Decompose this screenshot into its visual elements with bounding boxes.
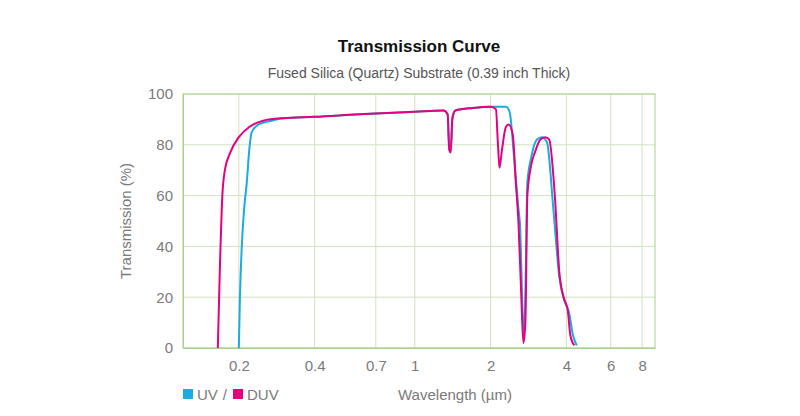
y-tick-label: 40 [156,238,173,255]
chart-svg: Transmission Curve Fused Silica (Quartz) … [0,0,800,416]
y-tick: 20 [156,289,183,306]
chart-title: Transmission Curve [338,37,501,56]
y-tick: 0 [165,339,183,356]
x-axis-line [184,348,656,349]
x-tick-label: 4 [563,357,571,374]
x-tick-label: 1 [411,357,419,374]
series-line [218,107,574,348]
legend: UV / DUV [183,386,279,403]
y-tick: 80 [156,136,183,153]
x-grid-line [375,94,376,348]
y-axis: 0 20 40 60 80 100 [148,85,184,356]
y-axis-line [183,95,184,349]
x-tick: 2 [487,348,495,374]
y-grid-line [183,195,655,196]
y-tick-label: 20 [156,289,173,306]
y-grid-line [183,144,655,145]
x-tick: 6 [607,348,615,374]
x-axis-title: Wavelength (µm) [398,386,512,403]
legend-swatch [233,389,243,399]
plot-area [218,107,577,348]
x-grid-line [490,94,491,348]
x-tick-label: 0.2 [229,357,250,374]
y-tick: 100 [148,85,183,102]
x-tick: 0.4 [305,348,326,374]
y-grid-line [183,297,655,298]
x-tick: 0.7 [366,348,387,374]
legend-label: DUV [247,386,279,403]
x-tick-label: 2 [487,357,495,374]
x-tick: 1 [411,348,419,374]
x-grid-line [414,94,415,348]
x-tick-label: 0.7 [366,357,387,374]
chart-subtitle: Fused Silica (Quartz) Substrate (0.39 in… [268,65,570,81]
grid [183,94,655,348]
chart-container: Transmission Curve Fused Silica (Quartz) … [0,0,800,416]
x-tick: 4 [563,348,571,374]
x-grid-line [314,94,315,348]
y-axis-title: Transmission (%) [117,163,134,279]
x-grid-line [610,94,611,348]
x-tick: 0.2 [229,348,250,374]
x-axis: 0.2 0.4 0.7 1 2 4 6 8 [184,348,656,374]
y-tick-label: 100 [148,85,173,102]
y-tick: 60 [156,187,183,204]
y-tick: 40 [156,238,183,255]
legend-label: UV [197,386,218,403]
legend-separator: / [223,386,228,403]
x-tick-label: 8 [638,357,646,374]
x-tick: 8 [638,348,646,374]
y-grid-line [183,246,655,247]
y-tick-label: 0 [165,339,173,356]
y-tick-label: 60 [156,187,173,204]
x-grid-line [642,94,643,348]
x-tick-label: 6 [607,357,615,374]
x-tick-label: 0.4 [305,357,326,374]
legend-swatch [183,389,193,399]
y-tick-label: 80 [156,136,173,153]
plot-frame [183,94,655,348]
